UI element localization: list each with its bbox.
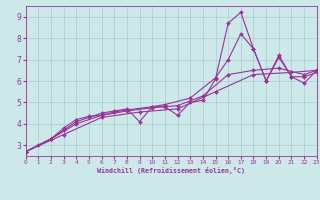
X-axis label: Windchill (Refroidissement éolien,°C): Windchill (Refroidissement éolien,°C): [97, 167, 245, 174]
